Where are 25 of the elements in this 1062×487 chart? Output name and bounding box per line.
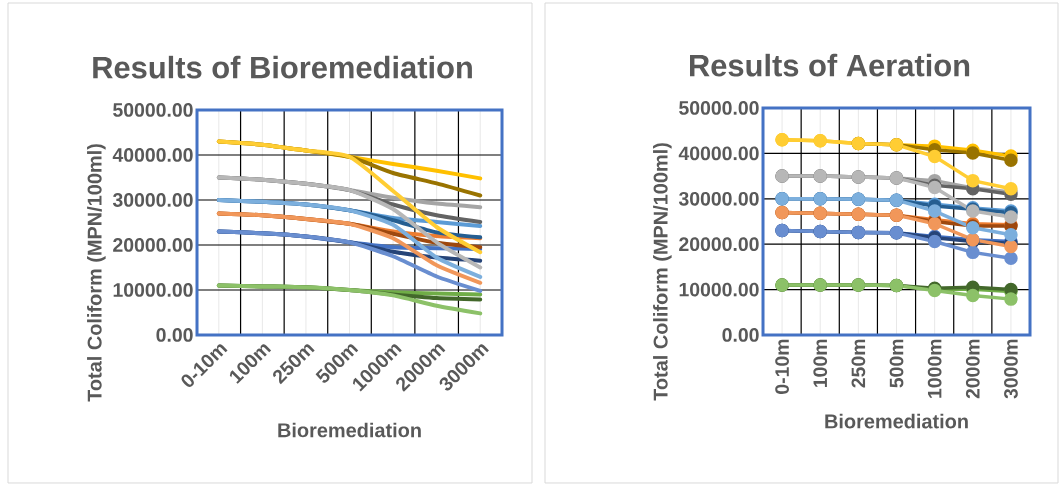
x-tick-label: 100m xyxy=(813,339,828,387)
x-tick-label: 1000m xyxy=(927,339,942,398)
x-tick-label: 500m xyxy=(889,339,904,388)
y-tick-label: 40000.00 xyxy=(678,146,759,161)
y-tick-label: 0.00 xyxy=(722,328,759,342)
y-tick-label: 20000.00 xyxy=(679,237,759,252)
x-axis-title: Bioremediation xyxy=(825,413,968,429)
x-axis-title: Bioremediation xyxy=(278,422,421,438)
x-tick-label: 3000m xyxy=(1004,339,1018,399)
y-tick-label: 30000.00 xyxy=(678,191,759,206)
x-tick-label: 250m xyxy=(851,339,866,388)
chart-title: Results of Bioremediation xyxy=(93,55,472,79)
y-axis-title: Total Coliform (MPN/100ml) xyxy=(87,144,106,402)
y-tick-label: 30000.00 xyxy=(112,193,193,207)
y-tick-label: 10000.00 xyxy=(113,283,193,297)
y-tick-label: 20000.00 xyxy=(113,238,193,252)
y-tick-label: 10000.00 xyxy=(679,282,759,297)
y-tick-label: 0.00 xyxy=(156,328,193,342)
y-axis-title: Total Coliform (MPN/100ml) xyxy=(653,143,672,401)
chart-title: Results of Aeration xyxy=(690,53,970,77)
y-tick-label: 50000.00 xyxy=(113,103,193,117)
y-tick-label: 50000.00 xyxy=(679,101,759,115)
x-tick-label: 2000m xyxy=(965,339,980,399)
y-tick-label: 40000.00 xyxy=(112,148,193,162)
x-tick-label: 0-10m xyxy=(775,339,789,394)
